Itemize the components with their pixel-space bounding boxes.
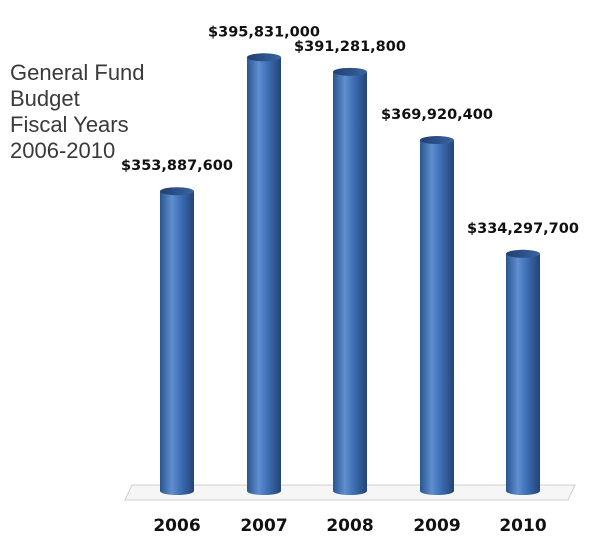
- bar-2008: [333, 67, 367, 495]
- bar-2010: [506, 249, 540, 495]
- bar-top: [420, 136, 454, 145]
- x-tick-label: 2006: [153, 516, 200, 536]
- x-tick-label: 2010: [499, 516, 546, 536]
- bar-body: [247, 57, 281, 495]
- bar-top: [247, 53, 281, 62]
- x-tick-label: 2008: [326, 516, 373, 536]
- chart-title-line-4: 2006-2010: [10, 138, 115, 163]
- x-tick-label: 2007: [240, 516, 287, 536]
- bar-body: [160, 191, 194, 496]
- x-tick-label: 2009: [413, 516, 460, 536]
- bar-2006: [160, 187, 194, 496]
- bars-group: [160, 53, 540, 496]
- data-label: $395,831,000: [208, 24, 320, 40]
- bar-top: [160, 187, 194, 196]
- data-label: $369,920,400: [381, 107, 493, 123]
- chart-title-line-3: Fiscal Years: [10, 112, 129, 137]
- data-label: $391,281,800: [294, 39, 406, 55]
- bar-2007: [247, 53, 281, 495]
- value-labels-group: $353,887,600 $395,831,000$391,281,800 $369…: [121, 24, 579, 236]
- bar-top: [333, 67, 367, 76]
- bar-2009: [420, 136, 454, 496]
- x-axis-tick-labels: 2006 2007 2008 2009 2010: [153, 516, 546, 536]
- bar-body: [506, 253, 540, 495]
- data-label: $334,297,700: [467, 221, 579, 237]
- chart-title-line-2: Budget: [10, 86, 80, 111]
- bar-body: [333, 71, 367, 495]
- bar-top: [506, 249, 540, 258]
- bar-body: [420, 140, 454, 496]
- chart-title-line-1: General Fund: [10, 60, 145, 85]
- data-label: $353,887,600: [121, 158, 233, 174]
- chart-title: General Fund Budget Fiscal Years 2006-20…: [10, 60, 145, 163]
